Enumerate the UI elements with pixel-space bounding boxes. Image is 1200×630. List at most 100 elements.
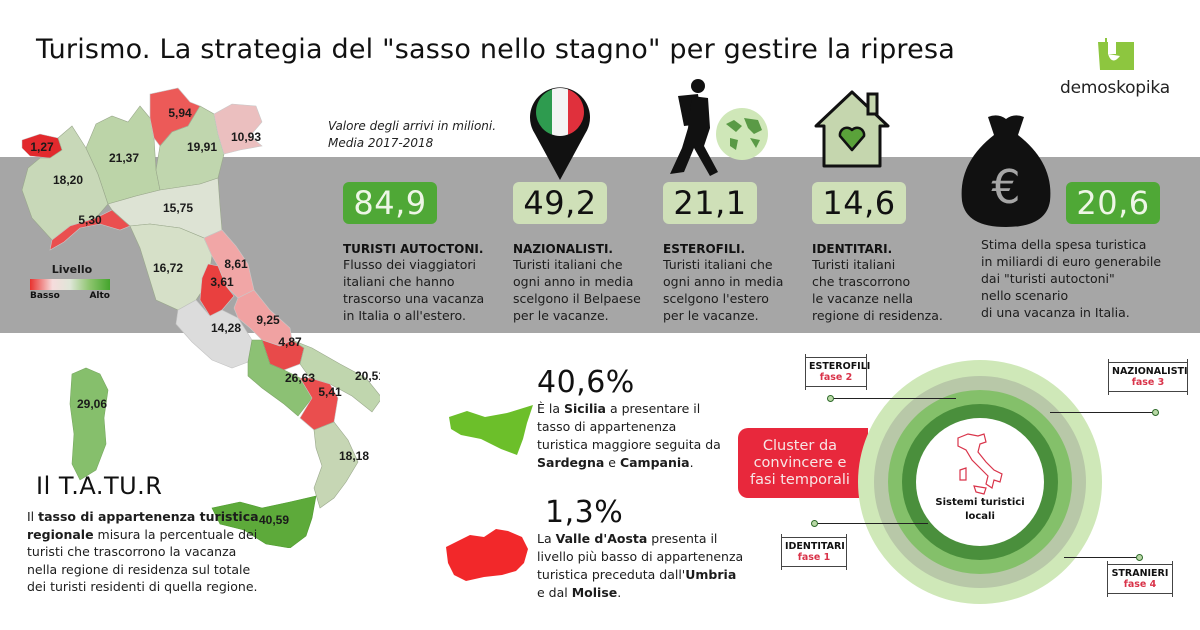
label-toscana: 16,72 — [153, 261, 183, 275]
stat-value: 49,2 — [513, 182, 607, 224]
tatur-desc-prefix: Il — [27, 509, 39, 524]
arrivals-note: Valore degli arrivi in milioni. Media 20… — [328, 118, 496, 152]
label-sicilia: 40,59 — [259, 513, 289, 527]
map-legend: Livello Basso Alto — [30, 263, 114, 301]
tag-nazionalisti: NAZIONALISTI fase 3 — [1108, 359, 1188, 395]
backpacker-globe-icon — [664, 76, 774, 180]
stat-description: Turisti italiani che ogni anno in media … — [663, 257, 784, 323]
stat-heading: ESTEROFILI. — [663, 242, 745, 256]
leader-line-identitari — [818, 523, 928, 524]
ring-center — [916, 418, 1044, 546]
tatur-description: Il tasso di appartenenza turistica regio… — [27, 508, 267, 596]
note-line-2: Media 2017-2018 — [328, 136, 434, 150]
stat-spesa-value: 20,6 — [1066, 182, 1160, 224]
stat-heading: IDENTITARI. — [812, 242, 893, 256]
leader-dot-nazionalisti — [1152, 409, 1159, 416]
cluster-rings: Sistemi turistici locali — [858, 360, 1102, 604]
stat-value: 14,6 — [812, 182, 906, 224]
tag-esterofili: ESTEROFILI fase 2 — [805, 354, 870, 390]
stat-value: 21,1 — [663, 182, 757, 224]
tatur-desc-rest: misura la percentuale dei turisti che tr… — [27, 526, 258, 595]
cluster-label: Cluster da convincere e fasi temporali — [738, 428, 868, 498]
valle-d-aosta-shape-icon — [444, 527, 530, 583]
label-campania: 26,63 — [285, 371, 315, 385]
stat-value: 84,9 — [343, 182, 437, 224]
fact-highest: 40,6% È la Sicilia a presentare il tasso… — [537, 365, 727, 472]
center-label-line-2: locali — [965, 511, 995, 522]
tatur-desc-bold: tasso di appartenenza turistica regional… — [27, 509, 259, 542]
fact-description: La Valle d'Aosta presenta il livello più… — [537, 531, 744, 600]
region-liguria — [49, 209, 131, 251]
stat-esterofili: 21,1 ESTEROFILI. Turisti italiani che og… — [663, 182, 783, 324]
fact-lowest: 1,3% La Valle d'Aosta presenta il livell… — [537, 495, 747, 602]
label-lombardia: 21,37 — [109, 151, 139, 165]
center-label-line-1: Sistemi turistici — [935, 497, 1025, 508]
note-line-1: Valore degli arrivi in milioni. — [328, 119, 497, 133]
label-calabria: 18,18 — [339, 449, 369, 463]
leader-dot-identitari — [811, 520, 818, 527]
tag-identitari: IDENTITARI fase 1 — [781, 534, 847, 570]
label-friuli: 10,93 — [231, 130, 261, 144]
leader-dot-esterofili — [827, 395, 834, 402]
leader-line-stranieri — [1064, 557, 1136, 558]
label-sardegna: 29,06 — [77, 397, 107, 411]
label-emilia-romagna: 15,75 — [163, 201, 193, 215]
tatur-title: Il T.A.TU.R — [36, 472, 163, 500]
sicilia-shape-icon — [447, 403, 535, 459]
stat-description: Turisti italiani che ogni anno in media … — [513, 257, 641, 323]
legend-title: Livello — [51, 263, 93, 276]
cluster-label-line-1: Cluster da — [762, 437, 838, 454]
label-lazio: 14,28 — [211, 321, 241, 335]
center-label: Sistemi turistici locali — [858, 496, 1102, 524]
tag-stranieri: STRANIERI fase 4 — [1107, 561, 1173, 597]
italy-regions-map: 1,27 18,20 21,37 5,94 19,91 10,93 5,30 1… — [0, 78, 385, 549]
label-umbria: 3,61 — [210, 275, 234, 289]
region-sardegna — [69, 367, 109, 481]
logo-mark-icon — [1098, 38, 1134, 70]
logo-text: demoskopika — [1060, 78, 1170, 98]
label-basilicata: 5,41 — [318, 385, 342, 399]
cluster-label-line-2: convincere e — [753, 454, 847, 471]
stat-turisti-autoctoni: 84,9 TURISTI AUTOCTONI. Flusso dei viagg… — [343, 182, 484, 324]
italy-outline-icon — [957, 433, 1003, 495]
euro-money-bag-icon: € — [958, 113, 1054, 229]
stat-description: Turisti italiani che trascorrono le vaca… — [812, 257, 943, 323]
stat-description: Stima della spesa turistica in miliardi … — [981, 237, 1162, 320]
label-abruzzo: 9,25 — [256, 313, 280, 327]
leader-line-nazionalisti — [1050, 412, 1152, 413]
label-piemonte: 18,20 — [53, 173, 83, 187]
stat-value: 20,6 — [1066, 182, 1160, 224]
region-calabria — [313, 421, 359, 509]
stat-nazionalisti: 49,2 NAZIONALISTI. Turisti italiani che … — [513, 182, 641, 324]
label-trentino: 5,94 — [168, 106, 192, 120]
label-liguria: 5,30 — [78, 213, 102, 227]
legend-high: Alto — [89, 291, 110, 301]
leader-dot-stranieri — [1136, 554, 1143, 561]
label-valle-d-aosta: 1,27 — [30, 140, 54, 154]
legend-low: Basso — [30, 291, 60, 301]
region-sicilia — [211, 495, 317, 549]
label-veneto: 19,91 — [187, 140, 217, 154]
svg-text:€: € — [991, 160, 1020, 214]
leader-line-esterofili — [834, 398, 956, 399]
fact-description: È la Sicilia a presentare il tasso di ap… — [537, 401, 721, 470]
region-friuli — [213, 103, 263, 155]
legend-labels: Basso Alto — [30, 291, 110, 301]
cluster-label-line-3: fasi temporali — [750, 471, 850, 488]
stat-heading: NAZIONALISTI. — [513, 242, 613, 256]
italy-map-pin-icon — [527, 82, 593, 182]
fact-value: 40,6% — [537, 365, 635, 400]
stat-description: Flusso dei viaggiatori italiani che hann… — [343, 257, 485, 323]
fact-value: 1,3% — [545, 495, 624, 530]
label-marche: 8,61 — [224, 257, 248, 271]
page-title: Turismo. La strategia del "sasso nello s… — [36, 34, 955, 65]
stat-heading: TURISTI AUTOCTONI. — [343, 242, 484, 256]
stat-identitari: 14,6 IDENTITARI. Turisti italiani che tr… — [812, 182, 943, 324]
demoskopika-logo: demoskopika — [1058, 36, 1178, 100]
region-puglia — [291, 339, 383, 413]
stat-spesa-description: Stima della spesa turistica in miliardi … — [981, 236, 1161, 321]
italy-map-svg: 1,27 18,20 21,37 5,94 19,91 10,93 5,30 1… — [21, 87, 385, 549]
label-molise: 4,87 — [278, 335, 302, 349]
house-heart-icon — [812, 88, 892, 168]
label-puglia: 20,51 — [355, 369, 380, 383]
